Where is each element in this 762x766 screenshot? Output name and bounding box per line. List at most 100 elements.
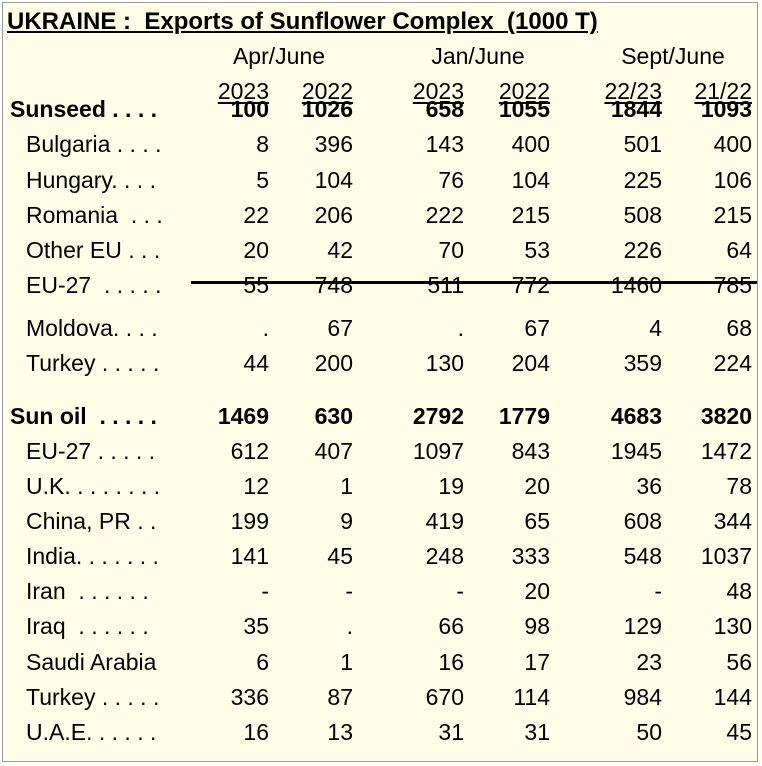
table-cell: 45 (726, 719, 752, 745)
table-cell: 31 (524, 719, 550, 745)
table-cell: 419 (425, 508, 464, 534)
table-cell: 100 (230, 96, 269, 122)
table-cell: 16 (438, 649, 464, 675)
table-cell: 56 (726, 649, 752, 675)
row-label: Moldova. . . . (26, 315, 158, 341)
table-cell: 1 (340, 649, 353, 675)
table-row: Hungary. . . . 5 104 76 104 225 106 (3, 163, 759, 197)
table-cell: 70 (438, 237, 464, 263)
table-cell: 4 (649, 315, 662, 341)
table-cell: 130 (425, 350, 464, 376)
table-cell: 1055 (498, 96, 550, 122)
table-cell: 22 (243, 202, 269, 228)
table-cell: 658 (425, 96, 464, 122)
table-cell: 67 (327, 315, 353, 341)
row-label: Bulgaria . . . . (26, 131, 162, 157)
table-cell: 843 (511, 438, 550, 464)
table-row: Iraq . . . . . . 35. 66 98 129 130 (3, 609, 759, 643)
row-label: Iran . . . . . . (26, 578, 149, 604)
table-cell: 50 (636, 719, 662, 745)
table-cell: 78 (726, 473, 752, 499)
period-header-jan-june: Jan/June (431, 43, 525, 69)
table-cell: 548 (623, 543, 662, 569)
table-cell: 44 (243, 350, 269, 376)
table-cell: 106 (713, 167, 752, 193)
table-cell: 1093 (700, 96, 752, 122)
table-cell: 984 (623, 684, 662, 710)
table-row: Romania . . . 22 206 222 215 508 215 (3, 198, 759, 232)
table-cell: 35 (243, 613, 269, 639)
table-cell: - (456, 578, 464, 604)
table-cell: 508 (623, 202, 662, 228)
table-cell: 204 (511, 350, 550, 376)
table-cell: 16 (243, 719, 269, 745)
table-cell: 66 (438, 613, 464, 639)
table-row-heading: Sunseed . . . . 100 1026 658 1055 1844 1093 (3, 92, 759, 126)
table-row: U.K. . . . . . . . 12 1 19 20 36 78 (3, 469, 759, 503)
table-cell: 748 (314, 272, 353, 298)
row-label: China, PR . . (26, 508, 157, 534)
table-cell: 225 (623, 167, 662, 193)
period-header-sept-june: Sept/June (621, 43, 725, 69)
row-label: Sun oil . . . . . (10, 403, 157, 429)
table-cell: 1460 (610, 272, 662, 298)
table-cell: 215 (511, 202, 550, 228)
row-label: Hungary. . . . (26, 167, 156, 193)
table-cell: 199 (230, 508, 269, 534)
table-cell: 333 (511, 543, 550, 569)
row-label: Turkey . . . . . (26, 684, 160, 710)
row-label: India. . . . . . . (26, 543, 159, 569)
table-cell: 1037 (700, 543, 752, 569)
table-row: Moldova. . . .. 67. 67 4 68 (3, 311, 759, 345)
row-label: Other EU . . . (26, 237, 161, 263)
table-cell: 9 (340, 508, 353, 534)
table-cell: 1097 (412, 438, 464, 464)
table-cell: 45 (327, 543, 353, 569)
table-cell: 13 (327, 719, 353, 745)
row-label: Romania . . . (26, 202, 163, 228)
subtotal-rule (191, 281, 757, 284)
table-row: EU-27 . . . . . 612 407 1097 843 1945 1472 (3, 434, 759, 468)
table-row: Iran . . . . . . - - - 20 - 48 (3, 574, 759, 608)
table-cell: 670 (425, 684, 464, 710)
table-row: U.A.E. . . . . . 16 13 31 31 50 45 (3, 715, 759, 749)
row-label: Turkey . . . . . (26, 350, 160, 376)
year-header: 2022 (301, 78, 353, 104)
table-cell: 31 (438, 719, 464, 745)
table-cell: 87 (327, 684, 353, 710)
table-cell: 630 (314, 403, 353, 429)
table-cell: 222 (425, 202, 464, 228)
table-cell: 48 (726, 578, 752, 604)
table-cell: 501 (623, 131, 662, 157)
table-cell: 65 (524, 508, 550, 534)
table-cell: 226 (623, 237, 662, 263)
table-cell: 200 (314, 350, 353, 376)
table-cell: 772 (511, 272, 550, 298)
table-cell: 224 (713, 350, 752, 376)
table-row: India. . . . . . . 141 45 248 333 548 1037 (3, 539, 759, 573)
table-cell: 1472 (700, 438, 752, 464)
table-cell: . (457, 315, 464, 341)
row-label: Iraq . . . . . . (26, 613, 149, 639)
table-cell: 2792 (412, 403, 464, 429)
table-cell: 1945 (610, 438, 662, 464)
table-cell: . (346, 613, 353, 639)
table-cell: 6 (256, 649, 269, 675)
table-row-heading: Sun oil . . . . . 1469 630 2792 1779 4683 3820 (3, 399, 759, 433)
table-cell: 8 (256, 131, 269, 157)
row-label: U.K. . . . . . . . (26, 473, 161, 499)
table-title: UKRAINE : Exports of Sunflower Complex (… (7, 8, 598, 35)
table-cell: 23 (636, 649, 662, 675)
table-cell: 359 (623, 350, 662, 376)
table-cell: 143 (425, 131, 464, 157)
table-cell: 130 (713, 613, 752, 639)
table-cell: 3820 (700, 403, 752, 429)
row-label: EU-27 . . . . . (26, 272, 162, 298)
table-cell: 1026 (301, 96, 353, 122)
table-cell: 1779 (498, 403, 550, 429)
table-cell: 129 (623, 613, 662, 639)
table-cell: 1 (340, 473, 353, 499)
table-cell: 1469 (217, 403, 269, 429)
table-cell: 19 (438, 473, 464, 499)
